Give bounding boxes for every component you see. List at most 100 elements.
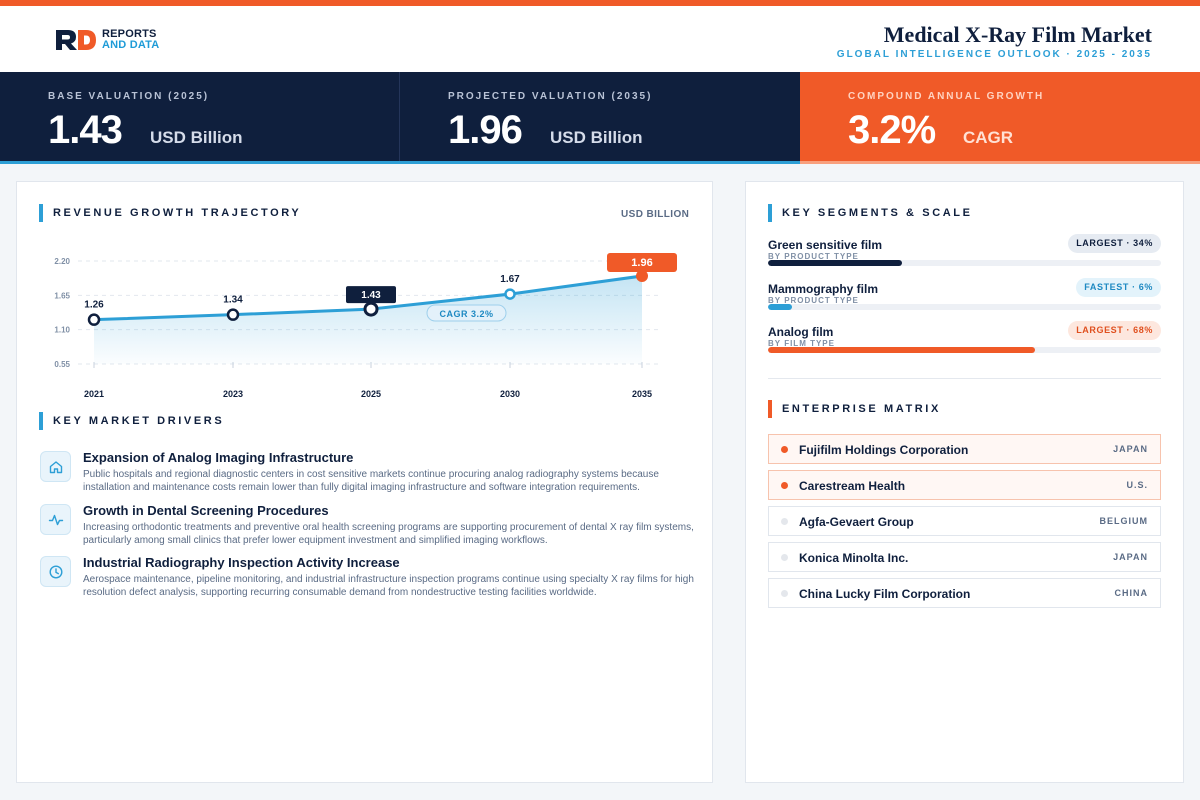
segments-title-text: KEY SEGMENTS & SCALE [782, 207, 973, 219]
segment-bar-track [768, 347, 1161, 353]
company-country: JAPAN [1113, 552, 1148, 562]
bullet-icon [781, 446, 788, 453]
segment-bar-track [768, 304, 1161, 310]
segment-row: Green sensitive film BY PRODUCT TYPE LAR… [768, 234, 1161, 278]
revenue-title-text: REVENUE GROWTH TRAJECTORY [53, 207, 302, 219]
brand-logo[interactable]: REPORTS AND DATA [54, 28, 159, 52]
section-accent-bar [768, 400, 772, 418]
company-name: Fujifilm Holdings Corporation [799, 443, 969, 457]
data-label: 1.34 [223, 295, 243, 306]
top-accent-bar [0, 0, 1200, 6]
driver-title: Growth in Dental Screening Procedures [83, 503, 329, 518]
kpi-cagr: COMPOUND ANNUAL GROWTH 3.2% CAGR [800, 72, 1200, 164]
clock-icon [40, 556, 71, 587]
data-point [636, 269, 648, 282]
driver-title: Expansion of Analog Imaging Infrastructu… [83, 450, 354, 465]
logo-text: REPORTS AND DATA [102, 29, 159, 51]
data-point [504, 288, 516, 300]
x-tick-label: 2035 [632, 389, 652, 399]
bullet-icon [781, 590, 788, 597]
cagr-annotation: CAGR 3.2% [426, 304, 507, 322]
bullet-icon [781, 554, 788, 561]
data-label: 1.26 [84, 300, 104, 311]
kpi-projected-valuation: PROJECTED VALUATION (2035) 1.96 USD Bill… [400, 72, 800, 164]
section-divider [768, 378, 1161, 379]
kpi-value: 1.43 [48, 108, 123, 152]
kpi-value: 1.96 [448, 108, 523, 152]
segment-name: Mammography film [768, 282, 879, 296]
segment-type: BY PRODUCT TYPE [768, 252, 859, 261]
page-header: REPORTS AND DATA Medical X-Ray Film Mark… [0, 6, 1200, 72]
company-name: Konica Minolta Inc. [799, 551, 909, 565]
company-country: BELGIUM [1099, 516, 1148, 526]
enterprise-row[interactable]: Carestream Health U.S. [768, 470, 1161, 500]
home-icon [40, 451, 71, 482]
kpi-unit: USD Billion [550, 128, 643, 147]
company-name: China Lucky Film Corporation [799, 587, 971, 601]
drivers-section-title: KEY MARKET DRIVERS [39, 412, 224, 430]
segment-badge: FASTEST · 6% [1076, 278, 1161, 297]
chart-points [87, 269, 648, 326]
company-name: Carestream Health [799, 479, 906, 493]
y-tick-label: 2.20 [54, 257, 70, 266]
segment-bar-fill [768, 347, 1036, 353]
data-point [87, 313, 101, 326]
chart-data-labels: 1.26 1.34 1.43 1.67 1.96 [84, 252, 677, 311]
drivers-title-text: KEY MARKET DRIVERS [53, 415, 225, 427]
company-country: U.S. [1126, 480, 1148, 490]
segment-badge: LARGEST · 68% [1068, 321, 1161, 340]
enterprise-row[interactable]: Fujifilm Holdings Corporation JAPAN [768, 434, 1161, 464]
bullet-icon [781, 518, 788, 525]
logo-icon [56, 30, 96, 50]
kpi-value: 3.2% [848, 108, 936, 152]
enterprise-row[interactable]: Konica Minolta Inc. JAPAN [768, 542, 1161, 572]
segments-section-title: KEY SEGMENTS & SCALE [768, 204, 973, 222]
section-accent-bar [39, 412, 43, 430]
revenue-chart: 2.20 1.65 1.10 0.55 2021 2023 2025 2030 2035 CA… [54, 252, 677, 399]
kpi-unit: USD Billion [150, 128, 243, 147]
enterprise-section-title: ENTERPRISE MATRIX [768, 400, 941, 418]
driver-item: Growth in Dental Screening Procedures In… [40, 503, 700, 552]
segment-badge: LARGEST · 34% [1068, 234, 1161, 253]
x-tick-label: 2030 [500, 389, 520, 399]
chart-x-axis: 2021 2023 2025 2030 2035 [84, 389, 652, 399]
kpi-label: PROJECTED VALUATION (2035) [448, 91, 653, 102]
data-label: 1.43 [361, 290, 381, 301]
segment-name: Analog film [768, 325, 834, 339]
company-country: JAPAN [1113, 444, 1148, 454]
y-tick-label: 1.65 [54, 291, 70, 300]
kpi-unit: CAGR [963, 128, 1014, 147]
cagr-annotation-text: CAGR 3.2% [439, 309, 493, 319]
y-tick-label: 1.10 [54, 326, 70, 335]
kpi-label: COMPOUND ANNUAL GROWTH [848, 91, 1045, 102]
driver-title: Industrial Radiography Inspection Activi… [83, 555, 400, 570]
page-subtitle: GLOBAL INTELLIGENCE OUTLOOK · 2025 - 203… [836, 49, 1152, 60]
bullet-icon [781, 482, 788, 489]
data-label-box [346, 286, 396, 304]
driver-description: Public hospitals and regional diagnostic… [83, 469, 659, 493]
enterprise-row[interactable]: China Lucky Film Corporation CHINA [768, 578, 1161, 608]
kpi-divider [399, 72, 400, 161]
enterprise-row[interactable]: Agfa-Gevaert Group BELGIUM [768, 506, 1161, 536]
x-tick-label: 2025 [361, 389, 381, 399]
x-tick-label: 2021 [84, 389, 104, 399]
section-accent-bar [768, 204, 772, 222]
data-label-box [607, 252, 677, 272]
enterprise-title-text: ENTERPRISE MATRIX [782, 403, 941, 415]
revenue-section-title: REVENUE GROWTH TRAJECTORY [39, 204, 301, 222]
company-country: CHINA [1114, 588, 1148, 598]
segment-bar-track [768, 260, 1161, 266]
driver-description: Aerospace maintenance, pipeline monitori… [83, 574, 694, 598]
segment-type: BY PRODUCT TYPE [768, 296, 859, 305]
x-tick-label: 2023 [223, 389, 243, 399]
kpi-label: BASE VALUATION (2025) [48, 91, 210, 102]
data-label: 1.96 [631, 257, 652, 269]
chart-y-axis: 2.20 1.65 1.10 0.55 [54, 257, 70, 369]
pulse-icon [40, 504, 71, 535]
segment-type: BY FILM TYPE [768, 339, 835, 348]
logo-line-2: AND DATA [102, 39, 160, 51]
y-tick-label: 0.55 [54, 360, 70, 369]
driver-item: Expansion of Analog Imaging Infrastructu… [40, 450, 700, 499]
driver-item: Industrial Radiography Inspection Activi… [40, 555, 700, 604]
unit-label: USD BILLION [621, 209, 690, 220]
